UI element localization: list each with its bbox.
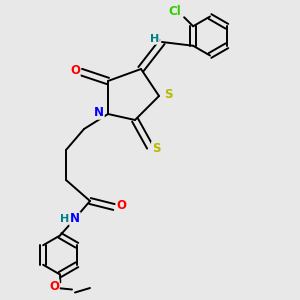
Text: N: N <box>70 212 80 226</box>
Text: O: O <box>116 199 127 212</box>
Text: O: O <box>49 280 59 293</box>
Text: H: H <box>60 214 69 224</box>
Text: H: H <box>150 34 159 44</box>
Text: S: S <box>164 88 172 101</box>
Text: N: N <box>94 106 104 119</box>
Text: Cl: Cl <box>169 5 182 18</box>
Text: O: O <box>70 64 80 77</box>
Text: S: S <box>152 142 160 155</box>
